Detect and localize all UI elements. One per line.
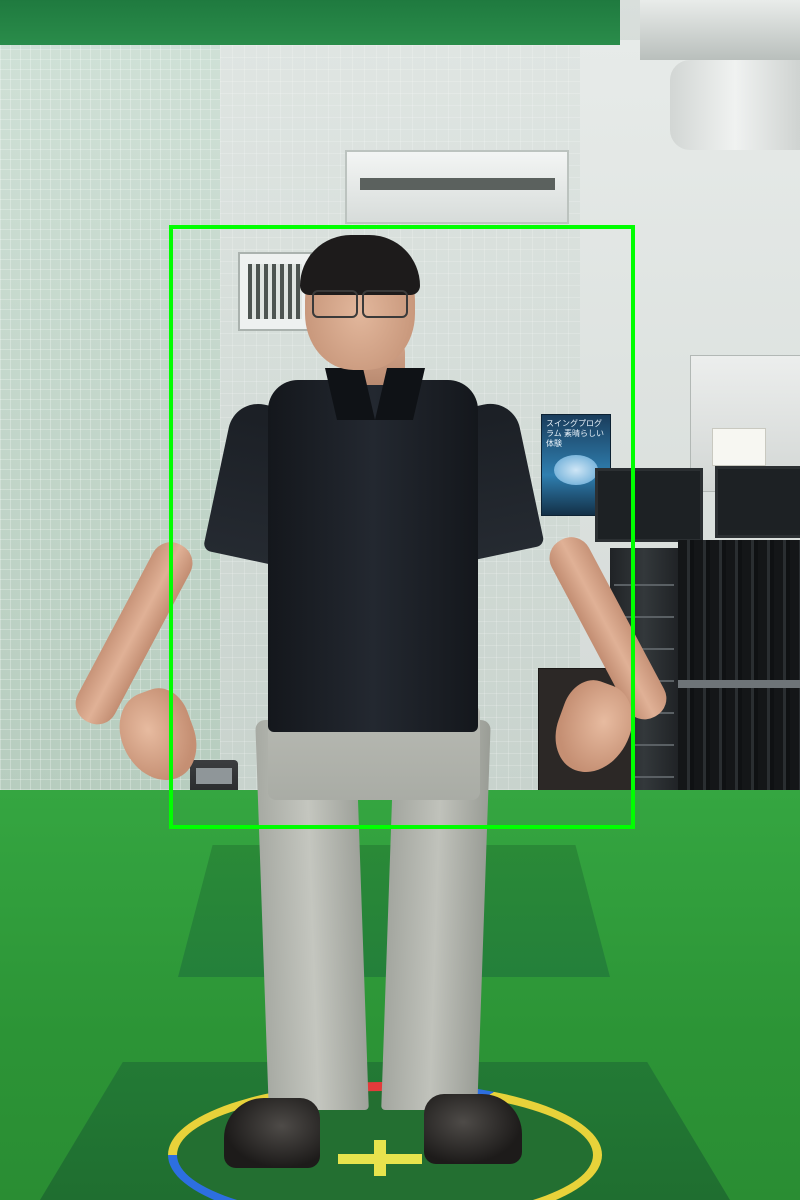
monitor-left (595, 468, 703, 542)
poster-title: スイングプログラム 素晴らしい体験 (546, 419, 604, 448)
person-detection-box[interactable] (169, 225, 635, 829)
duct-pipe (670, 60, 800, 150)
left-shoe (224, 1098, 320, 1168)
right-shoe (424, 1094, 522, 1164)
hair (300, 235, 420, 295)
poster-product-image (554, 455, 598, 485)
glasses-icon (312, 290, 408, 318)
air-conditioner-vent (360, 178, 555, 190)
polo-shirt (268, 380, 478, 732)
golf-club-rack (678, 540, 800, 790)
ceiling-duct (640, 0, 800, 60)
wall-vent (238, 252, 312, 331)
launch-monitor-screen (196, 768, 232, 784)
ceiling-net-frame (0, 0, 620, 45)
tee-marker-vertical (374, 1140, 386, 1176)
club-rack-shelf (678, 680, 800, 688)
notice-paper (712, 428, 766, 466)
monitor-right (715, 466, 800, 538)
